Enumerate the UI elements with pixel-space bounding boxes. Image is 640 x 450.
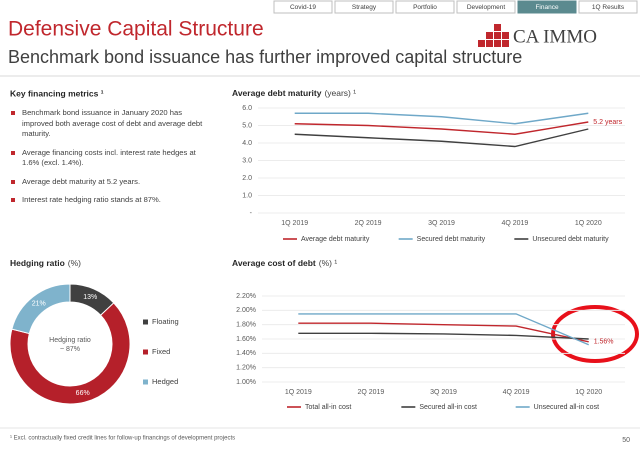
y-tick-label: 1.00% (236, 379, 256, 386)
chart-title-main: Average debt maturity (232, 88, 322, 98)
legend-label: Secured debt maturity (417, 236, 486, 243)
series-line (298, 332, 589, 340)
series-line (294, 121, 589, 135)
y-tick-label: 4.0 (242, 140, 252, 147)
nav-tab-label: 1Q Results (592, 4, 625, 11)
slide-title: Defensive Capital Structure (8, 18, 264, 41)
x-tick-label: 3Q 2019 (428, 220, 455, 227)
series-line (294, 128, 589, 148)
nav-tab[interactable] (395, 0, 455, 14)
y-tick-label: 1.40% (236, 350, 256, 357)
slice-label: 21% (32, 301, 46, 308)
chart-title-main: Hedging ratio (10, 258, 65, 268)
bullet: Average debt maturity at 5.2 years. (10, 177, 215, 188)
legend-label: Unsecured debt maturity (532, 236, 609, 243)
legend-label: Floating (152, 317, 179, 326)
legend-label: Fixed (152, 347, 170, 356)
donut-slice (9, 302, 131, 405)
bullet: Interest rate hedging ratio stands at 87… (10, 195, 215, 206)
logo-text: CA IMMO (513, 26, 597, 47)
logo-mark (478, 24, 509, 47)
footnote: ¹ Excl. contractually fixed credit lines… (10, 436, 235, 442)
series-line (298, 313, 589, 346)
x-tick-label: 2Q 2019 (355, 220, 382, 227)
y-tick-label: 1.20% (236, 365, 256, 372)
donut-center-text: ~ 87% (60, 346, 80, 353)
x-tick-label: 1Q 2019 (281, 220, 308, 227)
nav-tab[interactable] (517, 0, 577, 14)
x-tick-label: 1Q 2020 (575, 220, 602, 227)
bullet: Benchmark bond issuance in January 2020 … (10, 108, 215, 140)
x-tick-label: 4Q 2019 (503, 389, 530, 396)
slide-subtitle: Benchmark bond issuance has further impr… (8, 47, 522, 67)
legend-label: Hedged (152, 377, 178, 386)
x-tick-label: 1Q 2019 (285, 389, 312, 396)
legend-label: Total all-in cost (305, 404, 351, 411)
y-tick-label: 1.80% (236, 322, 256, 329)
chart-title: Average cost of debt (%) ¹ (232, 258, 337, 268)
chart-title: Average debt maturity (years) ¹ (232, 88, 356, 98)
chart-title-main: Average cost of debt (232, 258, 316, 268)
donut-center-text: Hedging ratio (49, 337, 91, 344)
metrics-bullets: Benchmark bond issuance in January 2020 … (10, 108, 215, 214)
y-tick-label: - (250, 210, 253, 217)
y-tick-label: 6.0 (242, 105, 252, 112)
y-tick-label: 1.60% (236, 336, 256, 343)
series-line (298, 322, 589, 343)
slice-label: 66% (76, 390, 90, 397)
y-tick-label: 2.0 (242, 175, 252, 182)
legend-label: Average debt maturity (301, 236, 370, 243)
chart-title-unit: (%) (68, 258, 81, 268)
y-tick-label: 5.0 (242, 122, 252, 129)
x-tick-label: 3Q 2019 (430, 389, 457, 396)
bullet: Average financing costs incl. interest r… (10, 148, 215, 169)
nav-tab-label: Development (467, 4, 505, 11)
chart-title: Hedging ratio (%) (10, 258, 81, 268)
x-tick-label: 1Q 2020 (575, 389, 602, 396)
series-line (294, 112, 589, 125)
nav-tab-label: Covid-19 (290, 4, 316, 11)
y-tick-label: 3.0 (242, 157, 252, 164)
x-tick-label: 2Q 2019 (357, 389, 384, 396)
nav-tab[interactable] (273, 0, 333, 14)
value-label: 1.56% (594, 339, 614, 346)
y-tick-label: 1.0 (242, 192, 252, 199)
nav-tab-label: Strategy (352, 4, 377, 11)
x-tick-label: 4Q 2019 (501, 220, 528, 227)
nav-tab-label: Finance (535, 4, 559, 11)
nav-tab[interactable] (578, 0, 638, 14)
nav-tab[interactable] (334, 0, 394, 14)
slice-label: 13% (83, 294, 97, 301)
y-tick-label: 2.20% (236, 293, 256, 300)
legend-label: Unsecured all-in cost (534, 404, 599, 411)
nav-tab[interactable] (456, 0, 516, 14)
y-tick-label: 2.00% (236, 307, 256, 314)
value-label: 5.2 years (593, 119, 622, 126)
legend-swatch (143, 349, 148, 355)
donut-slice (11, 283, 71, 335)
legend-label: Secured all-in cost (419, 404, 477, 411)
metrics-title: Key financing metrics ¹ (10, 88, 104, 98)
page-number: 50 (622, 437, 630, 444)
nav-tab-label: Portfolio (413, 4, 437, 11)
legend-swatch (143, 319, 148, 325)
legend-swatch (143, 379, 148, 385)
chart-title-unit: (years) ¹ (324, 88, 356, 98)
chart-title-unit: (%) ¹ (319, 258, 338, 268)
